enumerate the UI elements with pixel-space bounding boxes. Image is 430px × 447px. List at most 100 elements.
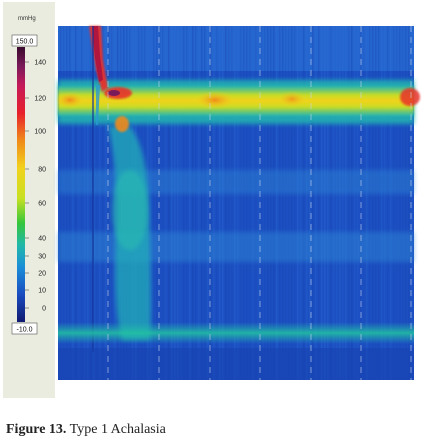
caption-text: Type 1 Achalasia: [66, 422, 166, 437]
streak: [75, 26, 77, 380]
colorbar-tick-label: 30: [38, 254, 46, 261]
streak: [249, 26, 251, 380]
upper-zone: [58, 26, 414, 71]
colorbar-min-box: [11, 322, 38, 335]
streak: [375, 26, 377, 380]
streak: [225, 26, 227, 380]
colorbar-tick-label: 20: [38, 271, 46, 278]
streak: [102, 26, 104, 380]
streak: [270, 26, 272, 380]
streak: [177, 26, 179, 380]
lower-band: [58, 322, 414, 344]
streak: [153, 26, 155, 380]
streak: [96, 26, 98, 380]
streak: [198, 26, 200, 380]
hotspot-4: [400, 88, 420, 106]
streak: [363, 26, 365, 380]
streak: [312, 26, 314, 380]
streak: [357, 26, 359, 380]
streak: [90, 26, 92, 380]
caption-label: Figure 13.: [6, 422, 67, 437]
colorbar-unit: mmHg: [18, 16, 36, 22]
colorbar-max-label: 150.0: [16, 39, 34, 46]
streak: [165, 26, 167, 380]
colorbar-tick-label: 140: [34, 60, 46, 67]
streak: [408, 26, 410, 380]
streak: [84, 26, 86, 380]
streak: [354, 26, 356, 380]
streak: [186, 26, 188, 380]
streak: [273, 26, 275, 380]
streak: [174, 26, 176, 380]
streak: [201, 26, 203, 380]
streak: [303, 26, 305, 380]
colorbar-tick-label: 120: [34, 96, 46, 103]
colorbar-min-label: -10.0: [17, 327, 33, 334]
streak: [372, 26, 374, 380]
streak: [234, 26, 236, 380]
streak: [105, 26, 107, 380]
streak: [183, 26, 185, 380]
hotspot-2: [195, 91, 235, 109]
streak: [321, 26, 323, 380]
streak: [396, 26, 398, 380]
streak: [159, 26, 161, 380]
colorbar-tick-label: 0: [42, 306, 46, 313]
streak: [150, 26, 152, 380]
streak: [219, 26, 221, 380]
streak: [108, 26, 110, 380]
streak: [384, 26, 386, 380]
ues-spike-trail: [96, 85, 100, 125]
colorbar-gradient-bar: [17, 47, 25, 322]
streak: [276, 26, 278, 380]
time-gridlines: [107, 26, 412, 380]
streak: [336, 26, 338, 380]
hotspot-1: [56, 92, 84, 108]
streak: [228, 26, 230, 380]
streak: [231, 26, 233, 380]
ues-spike-core: [92, 26, 103, 82]
streak: [180, 26, 182, 380]
colorbar-tick-label: 40: [38, 236, 46, 243]
figure-caption: Figure 13. Type 1 Achalasia: [6, 422, 166, 438]
streak: [285, 26, 287, 380]
streak: [216, 26, 218, 380]
streak: [204, 26, 206, 380]
streak: [393, 26, 395, 380]
streak: [252, 26, 254, 380]
streak: [327, 26, 329, 380]
colorbar-tick-label: 60: [38, 201, 46, 208]
streak: [246, 26, 248, 380]
streak: [294, 26, 296, 380]
streak: [378, 26, 380, 380]
streak: [387, 26, 389, 380]
streak: [330, 26, 332, 380]
streak: [267, 26, 269, 380]
streak: [381, 26, 383, 380]
streak: [66, 26, 68, 380]
streak: [78, 26, 80, 380]
streak: [63, 26, 65, 380]
streak: [192, 26, 194, 380]
streak: [237, 26, 239, 380]
streak: [339, 26, 341, 380]
streak: [348, 26, 350, 380]
streak: [210, 26, 212, 380]
streak: [240, 26, 242, 380]
streak: [87, 26, 89, 380]
colorbar-tick-label: 100: [34, 129, 46, 136]
streak: [81, 26, 83, 380]
streak: [99, 26, 101, 380]
streak: [405, 26, 407, 380]
colorbar-tick-label: 80: [38, 167, 46, 174]
streak: [318, 26, 320, 380]
swallow-blob: [112, 170, 148, 250]
streak: [222, 26, 224, 380]
streak: [282, 26, 284, 380]
streak: [291, 26, 293, 380]
streak: [60, 26, 62, 380]
bottom-zone: [58, 348, 414, 380]
streak: [402, 26, 404, 380]
